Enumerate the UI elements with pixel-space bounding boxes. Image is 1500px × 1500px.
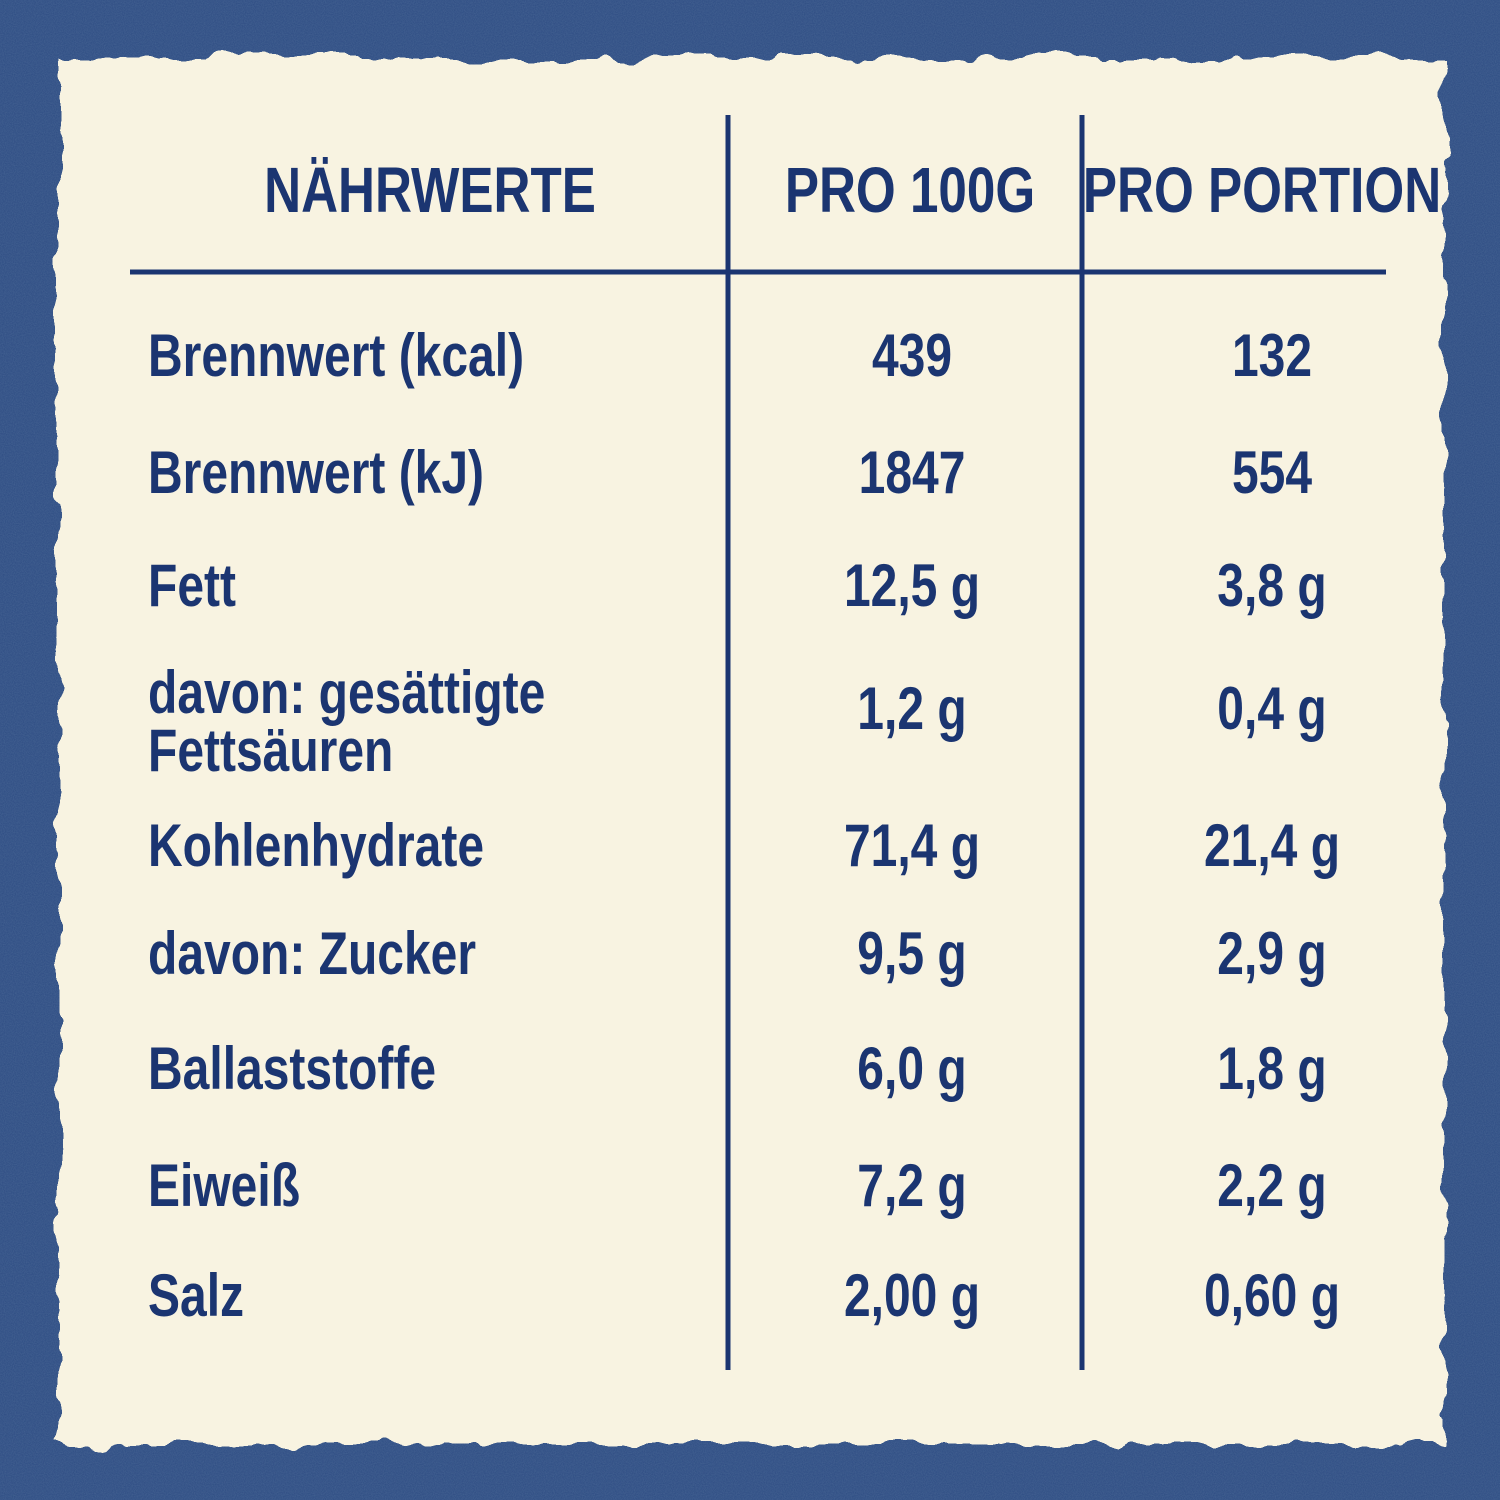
row-label: davon: Zucker (148, 920, 476, 987)
value-per-portion: 2,9 g (1217, 920, 1326, 987)
row-label: Fett (148, 552, 236, 619)
value-per-portion: 21,4 g (1204, 812, 1340, 879)
row-label: Eiweiß (148, 1152, 300, 1219)
row-label: Brennwert (kcal) (148, 322, 524, 389)
value-per-100g: 9,5 g (857, 920, 966, 987)
row-label: Kohlenhydrate (148, 812, 484, 879)
value-per-100g: 439 (872, 322, 952, 389)
column-header: NÄHRWERTE (264, 156, 596, 227)
value-per-100g: 7,2 g (857, 1152, 966, 1219)
card (58, 58, 1444, 1444)
value-per-portion: 132 (1232, 322, 1312, 389)
value-per-portion: 0,4 g (1217, 675, 1326, 742)
value-per-100g: 1847 (859, 439, 966, 506)
value-per-100g: 6,0 g (857, 1035, 966, 1102)
row-label: davon: gesättigte (148, 659, 545, 726)
row-label: Ballaststoffe (148, 1035, 436, 1102)
value-per-portion: 1,8 g (1217, 1035, 1326, 1102)
table: NÄHRWERTE PRO 100G PRO PORTION Brennwert (k… (148, 156, 1441, 1330)
row-label: Brennwert (kJ) (148, 439, 484, 506)
column-header: PRO 100G (785, 156, 1035, 227)
value-per-portion: 2,2 g (1217, 1152, 1326, 1219)
value-per-100g: 71,4 g (844, 812, 980, 879)
row-label: Fettsäuren (148, 717, 393, 784)
value-per-portion: 0,60 g (1204, 1262, 1340, 1329)
value-per-100g: 2,00 g (844, 1262, 980, 1329)
column-header: PRO PORTION (1083, 156, 1441, 227)
value-per-portion: 554 (1232, 439, 1312, 506)
row-label: Salz (148, 1262, 244, 1329)
value-per-100g: 12,5 g (844, 552, 980, 619)
value-per-100g: 1,2 g (857, 675, 966, 742)
value-per-portion: 3,8 g (1217, 552, 1326, 619)
